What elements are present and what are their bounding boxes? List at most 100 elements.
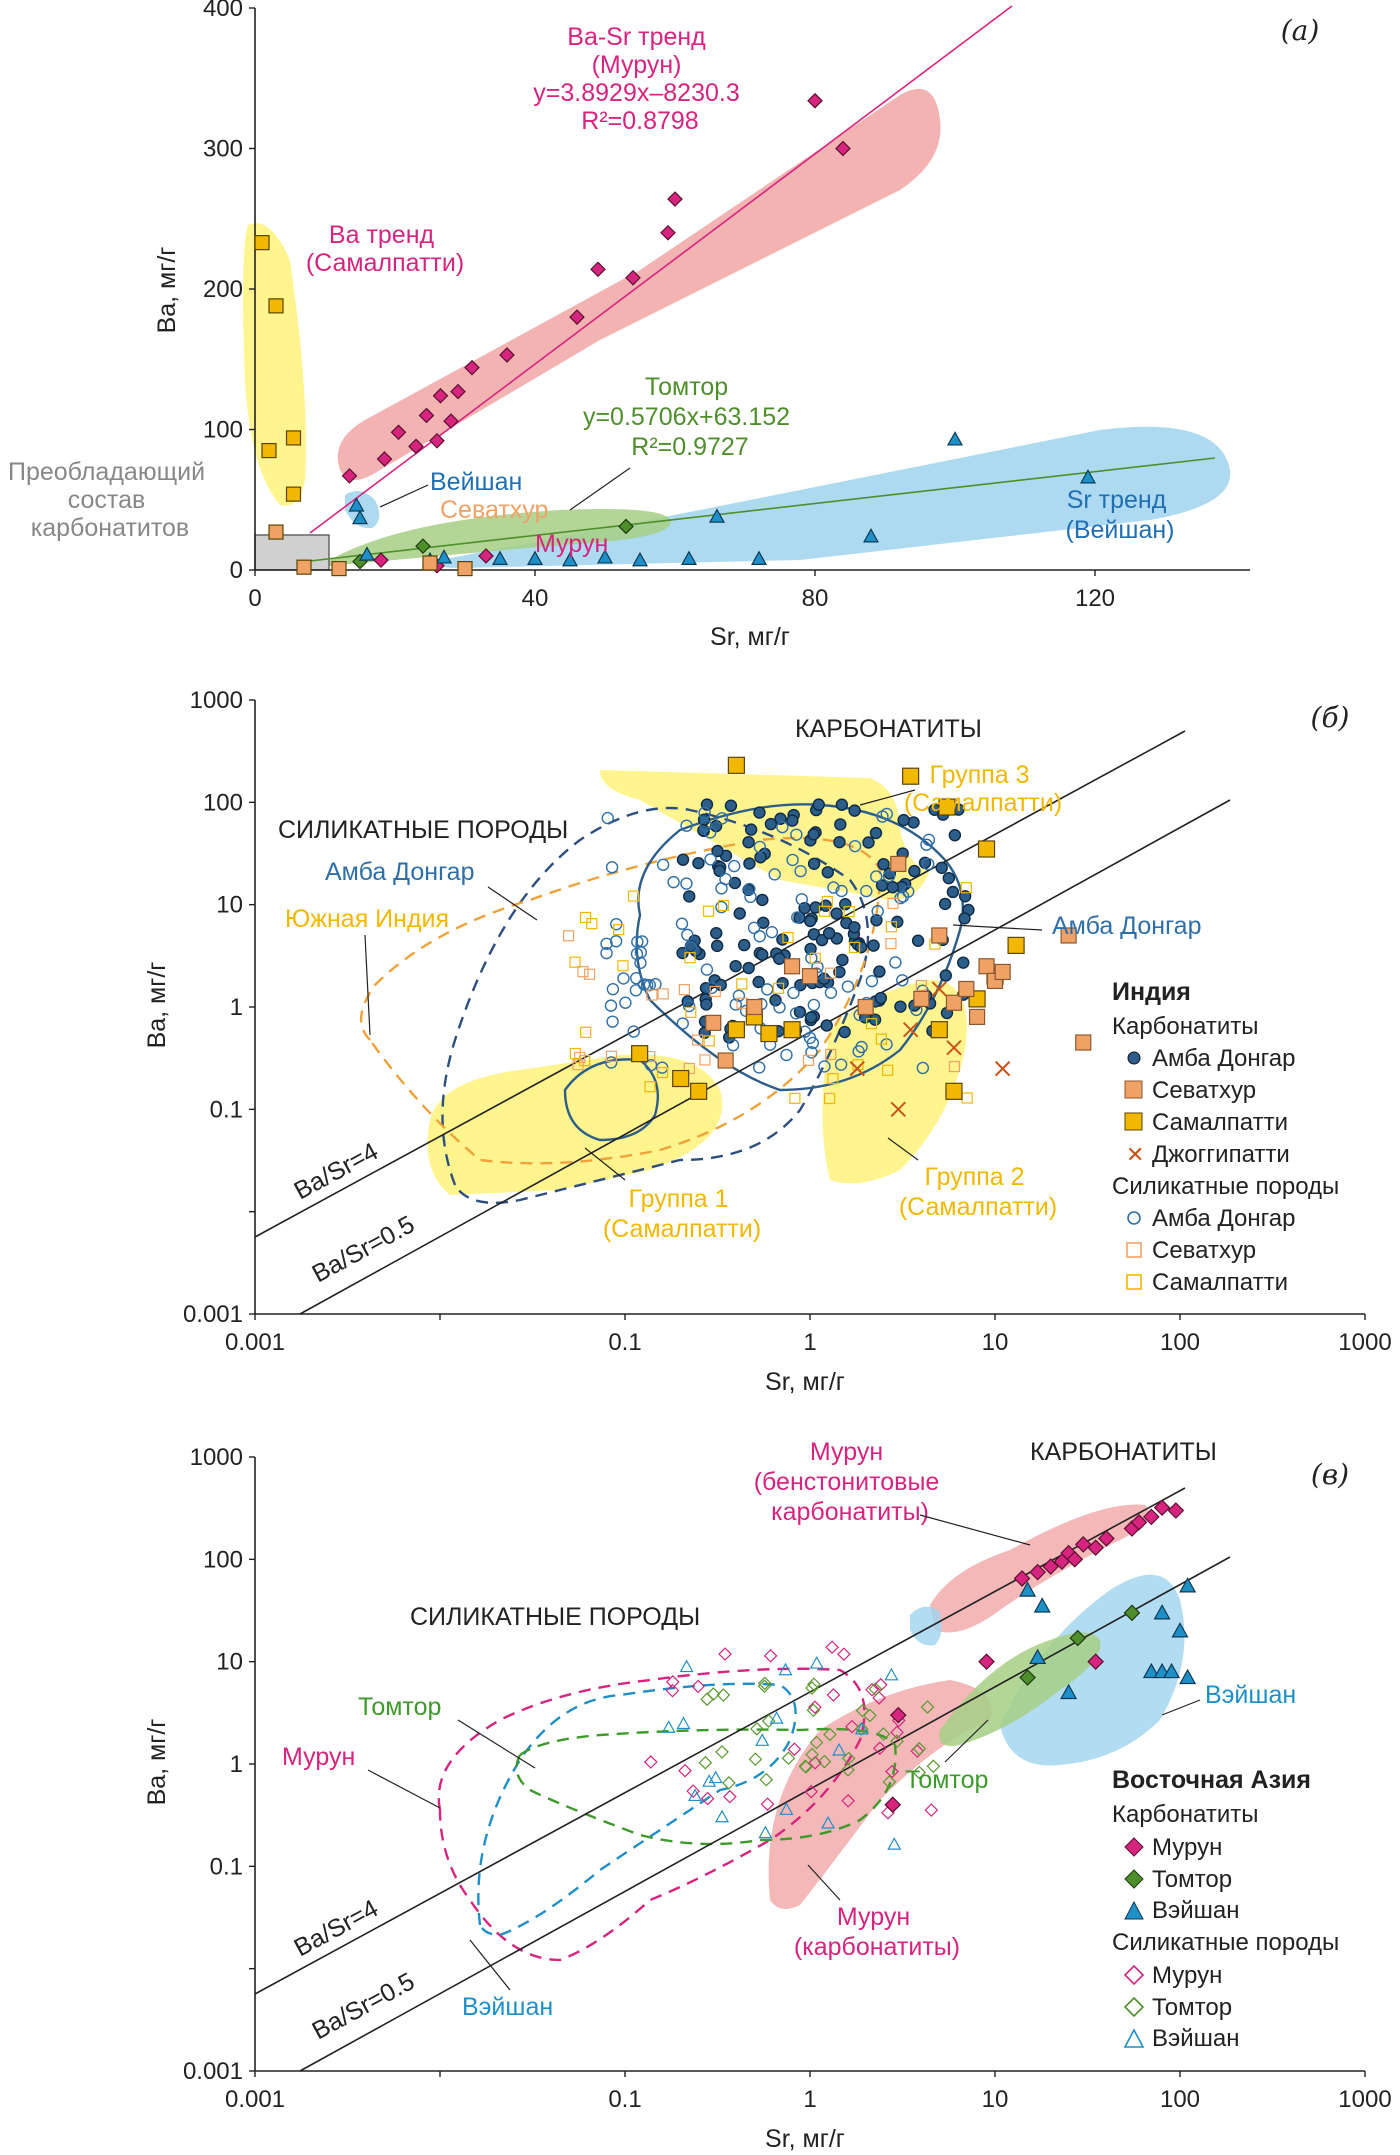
amba-sil-point (698, 806, 711, 820)
samalpatti-sil-point (809, 952, 821, 964)
murun-carb-point (1087, 1653, 1104, 1671)
x-tick-label: 120 (1075, 585, 1115, 612)
south-india-label: Южная Индия (285, 905, 449, 933)
murun-sil-point (890, 1725, 904, 1740)
murun-sil-point (643, 1755, 658, 1769)
data-point-a (862, 528, 880, 543)
weishan-sil-point (832, 1742, 847, 1756)
sevatkhur-sil-point (678, 984, 691, 996)
panel-b-legend: Индия Карбонатиты Амба Донгар Севатхур С… (1112, 978, 1339, 1296)
c-ratio4-label: Ba/Sr=4 (290, 1894, 383, 1962)
sevatkhur-sil-point (583, 968, 596, 980)
amba-carb-point (754, 851, 767, 864)
amba-carb-point (729, 959, 742, 973)
samalpatti-sil-point (717, 899, 730, 912)
amba-sil-point (681, 928, 694, 942)
amba-sil-point (643, 978, 656, 992)
amba-dongar-leader-2 (952, 924, 1043, 931)
b-legend-amba-sil: Амба Донгар (1152, 1205, 1296, 1232)
samalpatti-sil-point (656, 1066, 669, 1079)
amba-carb-point (713, 864, 726, 878)
amba-dongar-label-2: Амба Донгар (1052, 912, 1201, 940)
murun-sil-point (665, 1683, 680, 1698)
weishan-sil-point (887, 1837, 902, 1850)
data-point-a (348, 497, 365, 512)
b-legend-title: Индия (1112, 978, 1191, 1006)
samalpatti-carb-point (727, 1021, 745, 1039)
samalpatti-carb-point (631, 1045, 649, 1063)
panel-b-xlabel: Sr, мг/г (765, 1368, 845, 1396)
amba-sil-point (667, 875, 680, 889)
murun-sil-point (872, 1690, 886, 1705)
amba-carb-point (908, 864, 921, 878)
amba-sil-point (727, 859, 741, 873)
amba-sil-point (827, 881, 840, 894)
amba-carb-point (946, 885, 960, 899)
amba-carb-point (692, 856, 705, 870)
data-point-a (457, 560, 473, 577)
amba-sil-point (617, 972, 630, 985)
b-legend-amba-carb-marker (1127, 1051, 1141, 1065)
panel-a-ticks: 0 40 80 120 0 100 200 300 400 (203, 0, 1115, 612)
tomtor-sil-point (700, 1692, 714, 1707)
djoggipatti-point (994, 1060, 1011, 1077)
c-legend-weishan-carb-marker (1124, 1900, 1144, 1920)
panel-c: 0.001 0.1 1 10 100 1000 0.001 0.1 1 10 100 1000 (в)… (143, 1438, 1392, 2153)
sevatkhur-sil-point (802, 1054, 815, 1067)
amba-sil-point (704, 853, 717, 866)
samalpatti-sil-point (782, 931, 794, 944)
sevatkhur-carb-point (1060, 927, 1077, 944)
amba-carb-point (776, 933, 789, 946)
data-point-a (422, 555, 438, 571)
sevatkhur-sil-point (692, 1034, 704, 1046)
amba-sil-point (848, 839, 862, 853)
amba-carb-point (907, 816, 920, 829)
amba-sil-point (699, 819, 713, 832)
group1-label: Группа 1 (Самалпатти) (603, 1185, 761, 1243)
tomtor-sil-point (817, 1754, 832, 1769)
amba-sil-point (743, 882, 756, 896)
sevatkhur-carb-point (968, 1008, 986, 1026)
murun-carb-point (1042, 1558, 1060, 1575)
murun-carb-point (978, 1653, 995, 1671)
samalpatti-sil-point (579, 1054, 591, 1067)
amba-sil-point (765, 925, 779, 939)
amba-carb-point (877, 857, 890, 871)
amba-sil-point (752, 1061, 766, 1074)
tomtor-sil-point (912, 1765, 927, 1780)
c-legend-tomtor-carb: Томтор (1152, 1866, 1232, 1893)
samalpatti-sil-point (580, 1026, 592, 1038)
djoggipatti-point (849, 1060, 865, 1077)
amba-sil-point (789, 1007, 803, 1020)
amba-sil-point (675, 917, 689, 930)
weishan-carb-point (1060, 1683, 1078, 1700)
amba-sil-point (682, 999, 696, 1013)
murun-sil-point (723, 1789, 737, 1804)
amba-carb-point (833, 835, 846, 849)
murun-carb-point (1130, 1513, 1148, 1531)
amba-carb-point (854, 941, 868, 954)
panel-a: 0 40 80 120 0 100 200 300 400 (а) Sr, мг/г Ba, м… (8, 0, 1319, 651)
amba-sil-point (794, 864, 807, 878)
south-india-leader (364, 934, 371, 1036)
tomtor-carb-leader (944, 1719, 989, 1763)
sevatkhur-carb-point (746, 998, 763, 1016)
amba-carb-point (821, 866, 834, 879)
samalpatti-carb-point (945, 1082, 963, 1100)
samalpatti-sil-point (627, 890, 640, 902)
tomtor-sil-point (805, 1747, 819, 1762)
data-point-a (254, 235, 270, 251)
tomtor-sil-point (807, 1677, 821, 1692)
amba-sil-point (807, 998, 821, 1012)
data-point-a (373, 552, 389, 569)
samalpatti-sil-point (644, 1081, 656, 1093)
sr-trend-label: Sr тренд (Вейшан) (1066, 486, 1175, 544)
weishan-small-region-c (910, 1606, 942, 1646)
samalpatti-sil-point (703, 1035, 715, 1047)
amba-carb-point (911, 934, 925, 947)
data-point-a (268, 524, 284, 540)
amba-sil-point (753, 930, 766, 943)
data-point-a (432, 387, 449, 404)
y-tick-label: 10 (216, 1649, 243, 1676)
data-point-a (285, 430, 302, 446)
